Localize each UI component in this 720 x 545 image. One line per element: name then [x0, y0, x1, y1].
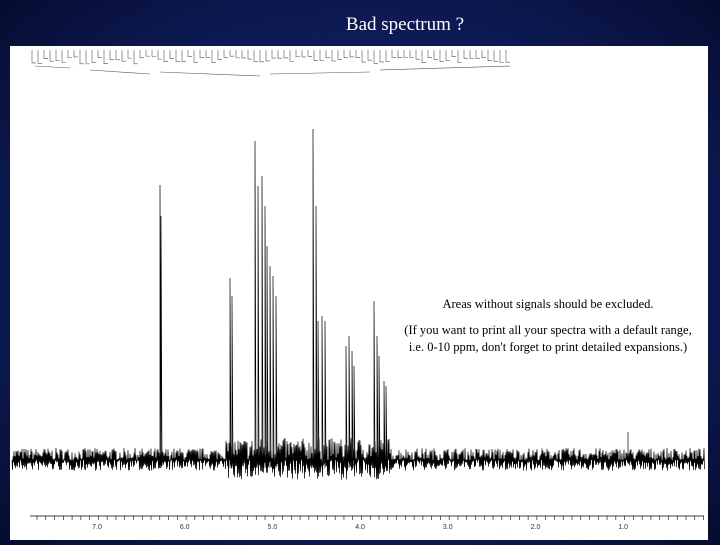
axis-tick-label: 7.0 [92, 524, 102, 531]
annotation-line: Areas without signals should be excluded… [442, 297, 654, 311]
axis-tick-label: 4.0 [355, 524, 365, 531]
axis-tick-label: 2.0 [531, 524, 541, 531]
spectrum-trace [11, 128, 705, 480]
integration-marks [31, 50, 511, 77]
axis-tick-label: 6.0 [180, 524, 190, 531]
spectrum: 7.0 6.0 5.0 4.0 3.0 2.0 1.0 [11, 50, 705, 531]
annotation-line: (If you want to print all your spectra w… [404, 323, 692, 354]
axis-tick-label: 5.0 [268, 524, 278, 531]
axis-tick-label: 1.0 [618, 524, 628, 531]
spectrum-panel: 7.0 6.0 5.0 4.0 3.0 2.0 1.0 [10, 46, 708, 540]
slide-title: Bad spectrum ? [345, 14, 465, 35]
annotation: Areas without signals should be excluded… [402, 296, 694, 365]
axis-tick-label: 3.0 [443, 524, 453, 531]
